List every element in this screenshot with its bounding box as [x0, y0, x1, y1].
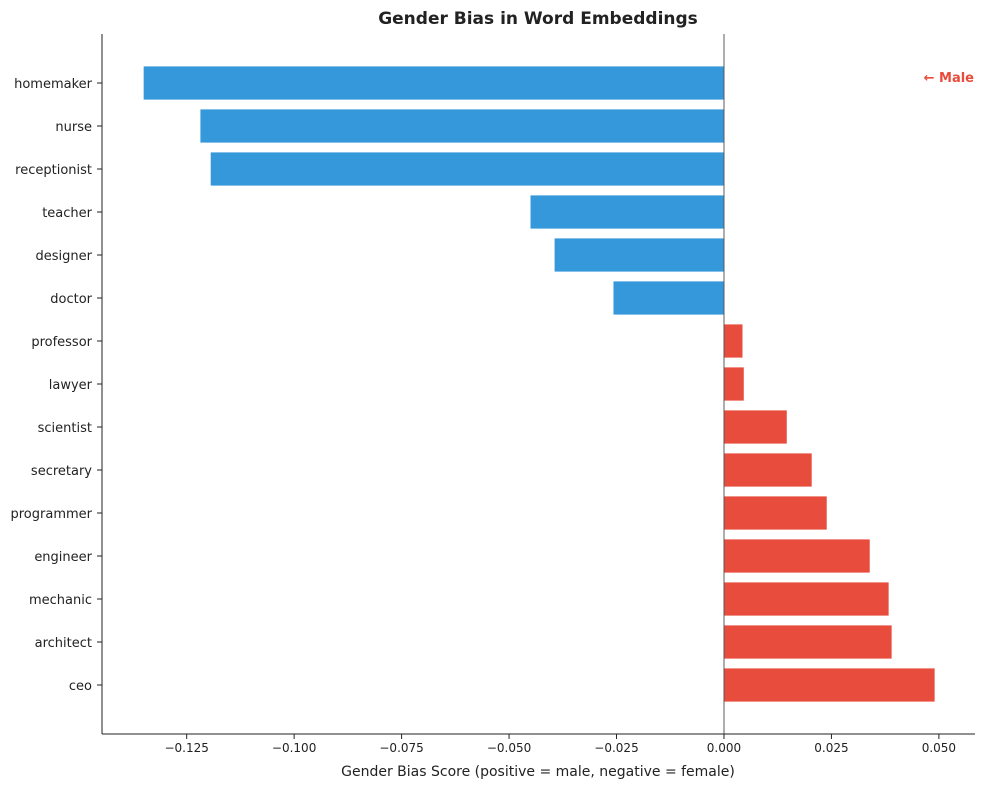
- x-tick-label: 0.050: [922, 741, 956, 755]
- bar-lawyer: [723, 366, 745, 402]
- bar-homemaker: [142, 65, 725, 101]
- bar-doctor: [612, 280, 725, 316]
- bar-secretary: [723, 452, 813, 488]
- bar-teacher: [529, 194, 725, 230]
- y-tick-label: engineer: [34, 550, 92, 565]
- bar-scientist: [723, 409, 788, 445]
- y-tick-label: lawyer: [49, 378, 93, 393]
- male-annotation: ← Male: [924, 71, 975, 86]
- bar-professor: [723, 323, 744, 359]
- bar-receptionist: [209, 151, 725, 187]
- bar-programmer: [723, 495, 828, 531]
- chart-title: Gender Bias in Word Embeddings: [378, 9, 698, 29]
- x-tick-label: 0.025: [814, 741, 848, 755]
- y-tick-label: receptionist: [15, 163, 92, 178]
- bar-designer: [553, 237, 725, 273]
- y-tick-label: designer: [36, 249, 93, 264]
- y-tick-label: doctor: [50, 292, 92, 307]
- x-tick-label: −0.125: [164, 741, 208, 755]
- y-tick-label: professor: [31, 335, 92, 350]
- x-tick-label: −0.100: [272, 741, 316, 755]
- x-tick-label: −0.050: [487, 741, 531, 755]
- y-tick-label: secretary: [31, 464, 92, 479]
- y-tick-label: architect: [35, 636, 92, 651]
- bar-architect: [723, 624, 893, 660]
- x-tick-label: −0.075: [379, 741, 423, 755]
- bar-engineer: [723, 538, 871, 574]
- y-tick-label: teacher: [42, 206, 92, 221]
- y-tick-label: homemaker: [14, 77, 93, 92]
- y-tick-label: mechanic: [29, 593, 92, 608]
- y-tick-label: scientist: [38, 421, 92, 436]
- bar-ceo: [723, 667, 936, 703]
- x-tick-label: −0.025: [594, 741, 638, 755]
- bar-nurse: [199, 108, 725, 144]
- bar-mechanic: [723, 581, 890, 617]
- x-tick-label: 0.000: [707, 741, 741, 755]
- y-tick-label: ceo: [69, 679, 92, 694]
- y-tick-label: nurse: [55, 120, 92, 135]
- y-tick-label: programmer: [11, 507, 93, 522]
- x-axis-label: Gender Bias Score (positive = male, nega…: [341, 764, 735, 780]
